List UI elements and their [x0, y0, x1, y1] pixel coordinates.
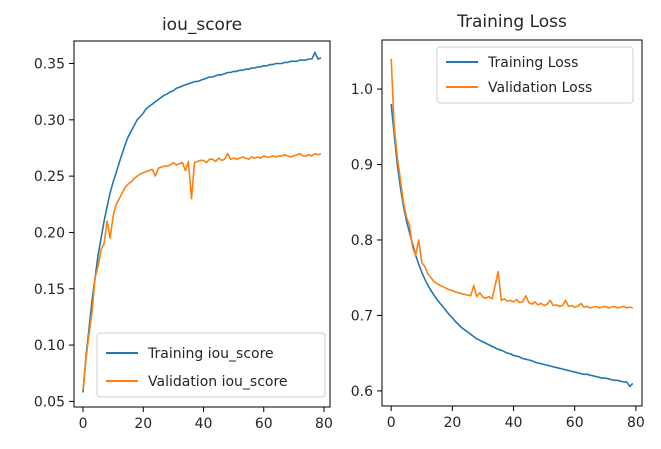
series-line-validation [390, 58, 634, 309]
x-tick-label: 20 [443, 415, 461, 431]
chart-title: iou_score [162, 15, 242, 35]
series-line-training [82, 51, 322, 393]
y-tick-label: 0.25 [34, 169, 65, 185]
series-line-validation [82, 152, 322, 391]
x-tick-label: 40 [505, 415, 523, 431]
legend: Training Loss Validation Loss [436, 46, 634, 104]
y-tick-label: 0.15 [34, 282, 65, 298]
y-tick-label: 0.6 [351, 384, 373, 400]
y-tick-label: 0.10 [34, 338, 65, 354]
y-tick-label: 0.9 [351, 158, 373, 174]
plot-frame [381, 39, 643, 407]
legend-label-validation: Validation iou_score [148, 374, 288, 390]
x-tick-label: 60 [255, 416, 273, 432]
x-ticks: 0 20 40 60 80 [387, 406, 645, 431]
series-group [82, 51, 322, 393]
chart-training-loss: Training Loss 0 20 40 60 80 0.60.70.80.91.0 … [351, 12, 645, 431]
x-tick-label: 60 [566, 415, 584, 431]
x-tick-label: 0 [387, 415, 396, 431]
series-group [390, 58, 634, 388]
x-tick-label: 20 [134, 416, 152, 432]
legend-box [436, 46, 634, 104]
series-line-training [390, 104, 634, 388]
y-tick-label: 0.05 [34, 394, 65, 410]
y-tick-label: 0.7 [351, 308, 373, 324]
y-tick-label: 0.30 [34, 113, 65, 129]
x-ticks: 0 20 40 60 80 [79, 407, 333, 432]
chart-iou-score: iou_score 0 20 40 60 80 0.05 0.10 0.15 0.20 0.25… [34, 15, 333, 432]
legend-label-validation: Validation Loss [488, 80, 592, 96]
legend: Training iou_score Validation iou_score [96, 332, 326, 398]
legend-label-training: Training Loss [487, 55, 578, 71]
x-tick-label: 0 [79, 416, 88, 432]
x-tick-label: 40 [195, 416, 213, 432]
x-tick-label: 80 [315, 416, 333, 432]
y-tick-label: 0.20 [34, 225, 65, 241]
legend-box [96, 332, 326, 398]
x-tick-label: 80 [627, 415, 645, 431]
y-tick-label: 0.8 [351, 233, 373, 249]
y-ticks: 0.05 0.10 0.15 0.20 0.25 0.30 0.35 [34, 57, 74, 410]
y-tick-label: 1.0 [351, 82, 373, 98]
plot-frame [73, 40, 331, 408]
y-ticks: 0.6 0.7 0.8 0.9 1.0 [351, 82, 382, 400]
y-tick-label: 0.35 [34, 57, 65, 73]
legend-label-training: Training iou_score [147, 346, 274, 362]
chart-title: Training Loss [456, 12, 567, 32]
